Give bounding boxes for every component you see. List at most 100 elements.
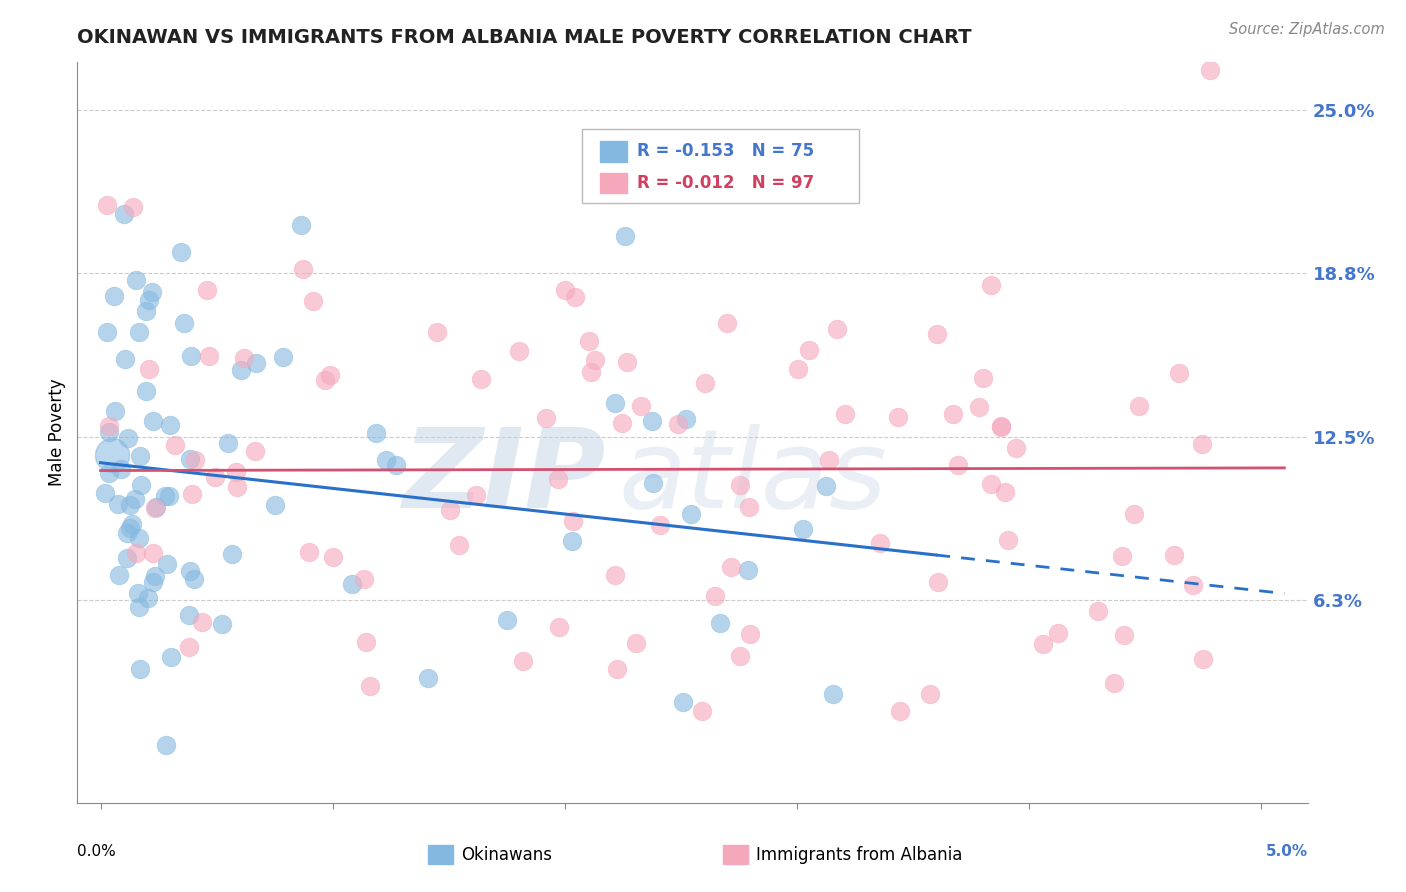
Point bbox=[322, 549, 344, 564]
Point bbox=[122, 200, 145, 214]
Point bbox=[920, 687, 942, 701]
Point bbox=[578, 334, 600, 348]
Point bbox=[225, 465, 247, 479]
Point bbox=[159, 418, 181, 433]
Point bbox=[946, 458, 969, 472]
Point bbox=[103, 288, 125, 302]
Point bbox=[562, 515, 585, 529]
Point bbox=[128, 662, 150, 676]
Point bbox=[825, 322, 848, 336]
Point bbox=[340, 577, 363, 591]
Point bbox=[1167, 366, 1189, 380]
Point bbox=[1087, 604, 1109, 618]
Point bbox=[887, 410, 910, 425]
Point bbox=[145, 500, 167, 514]
Point bbox=[217, 435, 239, 450]
Point bbox=[728, 478, 751, 492]
Point bbox=[1199, 63, 1222, 78]
Text: R = -0.153   N = 75: R = -0.153 N = 75 bbox=[637, 143, 814, 161]
FancyBboxPatch shape bbox=[582, 129, 859, 203]
Point bbox=[418, 671, 440, 685]
Point bbox=[138, 293, 160, 307]
Point bbox=[1128, 399, 1150, 413]
Point bbox=[990, 419, 1012, 434]
Text: Source: ZipAtlas.com: Source: ZipAtlas.com bbox=[1229, 22, 1385, 37]
Point bbox=[605, 396, 627, 410]
Point bbox=[980, 278, 1002, 293]
Point bbox=[737, 563, 759, 577]
Point bbox=[177, 607, 200, 622]
Point bbox=[496, 613, 519, 627]
Point bbox=[118, 521, 141, 535]
Point bbox=[384, 458, 406, 472]
Point bbox=[121, 517, 143, 532]
Point bbox=[129, 478, 152, 492]
Point bbox=[156, 557, 179, 571]
Point bbox=[136, 591, 159, 606]
Point bbox=[145, 568, 167, 582]
Point bbox=[179, 452, 201, 467]
Point bbox=[103, 404, 125, 418]
Point bbox=[354, 635, 377, 649]
Point bbox=[690, 704, 713, 718]
Point bbox=[817, 452, 839, 467]
Point bbox=[738, 627, 761, 641]
Point bbox=[641, 414, 664, 428]
Point bbox=[1111, 549, 1133, 563]
Point bbox=[211, 617, 233, 632]
Point bbox=[672, 694, 695, 708]
Point bbox=[927, 574, 949, 589]
Point bbox=[942, 407, 965, 421]
Point bbox=[606, 662, 628, 676]
Point bbox=[243, 444, 266, 458]
Point bbox=[534, 411, 557, 425]
Point bbox=[125, 273, 148, 287]
Point bbox=[180, 487, 202, 501]
Text: Okinawans: Okinawans bbox=[461, 846, 553, 863]
Point bbox=[96, 325, 118, 339]
Point bbox=[138, 362, 160, 376]
Point bbox=[1191, 436, 1213, 450]
Point bbox=[613, 228, 636, 243]
Point bbox=[815, 479, 838, 493]
Point bbox=[127, 586, 149, 600]
Point bbox=[98, 425, 121, 440]
Point bbox=[221, 547, 243, 561]
Point bbox=[994, 484, 1017, 499]
Point bbox=[728, 649, 751, 664]
Point bbox=[170, 244, 193, 259]
Point bbox=[101, 448, 124, 462]
Point bbox=[245, 356, 267, 370]
Point bbox=[107, 497, 129, 511]
Point bbox=[359, 679, 381, 693]
Point bbox=[96, 198, 118, 212]
Text: ZIP: ZIP bbox=[404, 424, 606, 531]
Point bbox=[112, 207, 135, 221]
Bar bbox=[427, 845, 453, 863]
Point bbox=[616, 354, 638, 368]
Point bbox=[135, 384, 157, 398]
Point bbox=[508, 343, 530, 358]
Point bbox=[143, 501, 166, 516]
Point bbox=[980, 477, 1002, 491]
Text: 5.0%: 5.0% bbox=[1265, 844, 1308, 858]
Point bbox=[125, 546, 148, 560]
Point bbox=[605, 568, 627, 582]
Point bbox=[142, 546, 165, 560]
Point bbox=[142, 574, 165, 589]
Point bbox=[204, 470, 226, 484]
Text: R = -0.012   N = 97: R = -0.012 N = 97 bbox=[637, 174, 814, 192]
Point bbox=[177, 640, 200, 655]
Point bbox=[716, 316, 738, 330]
Text: OKINAWAN VS IMMIGRANTS FROM ALBANIA MALE POVERTY CORRELATION CHART: OKINAWAN VS IMMIGRANTS FROM ALBANIA MALE… bbox=[77, 28, 972, 47]
Point bbox=[115, 526, 138, 541]
Point bbox=[834, 407, 856, 421]
Point bbox=[159, 649, 181, 664]
Point bbox=[375, 453, 398, 467]
Point bbox=[925, 326, 948, 341]
Point bbox=[179, 565, 201, 579]
Point bbox=[163, 438, 186, 452]
Point bbox=[298, 545, 321, 559]
Point bbox=[290, 218, 312, 232]
Point bbox=[302, 294, 325, 309]
